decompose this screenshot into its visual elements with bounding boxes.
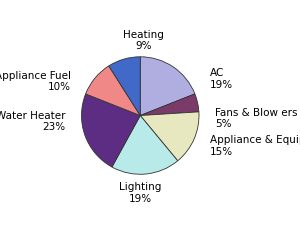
Text: AC
19%: AC 19%: [210, 68, 233, 90]
Wedge shape: [112, 116, 178, 174]
Wedge shape: [85, 66, 140, 116]
Wedge shape: [109, 57, 140, 116]
Text: Lighting
19%: Lighting 19%: [119, 182, 161, 204]
Text: Appliance Fuel
10%: Appliance Fuel 10%: [0, 71, 71, 92]
Text: Appliance & Equip
15%: Appliance & Equip 15%: [210, 135, 300, 157]
Text: Heating
9%: Heating 9%: [123, 29, 164, 51]
Wedge shape: [140, 112, 199, 161]
Wedge shape: [82, 94, 140, 167]
Wedge shape: [140, 94, 199, 116]
Text: Fans & Blow ers
5%: Fans & Blow ers 5%: [215, 108, 298, 129]
Wedge shape: [140, 57, 195, 116]
Text: Water Heater
23%: Water Heater 23%: [0, 111, 65, 132]
